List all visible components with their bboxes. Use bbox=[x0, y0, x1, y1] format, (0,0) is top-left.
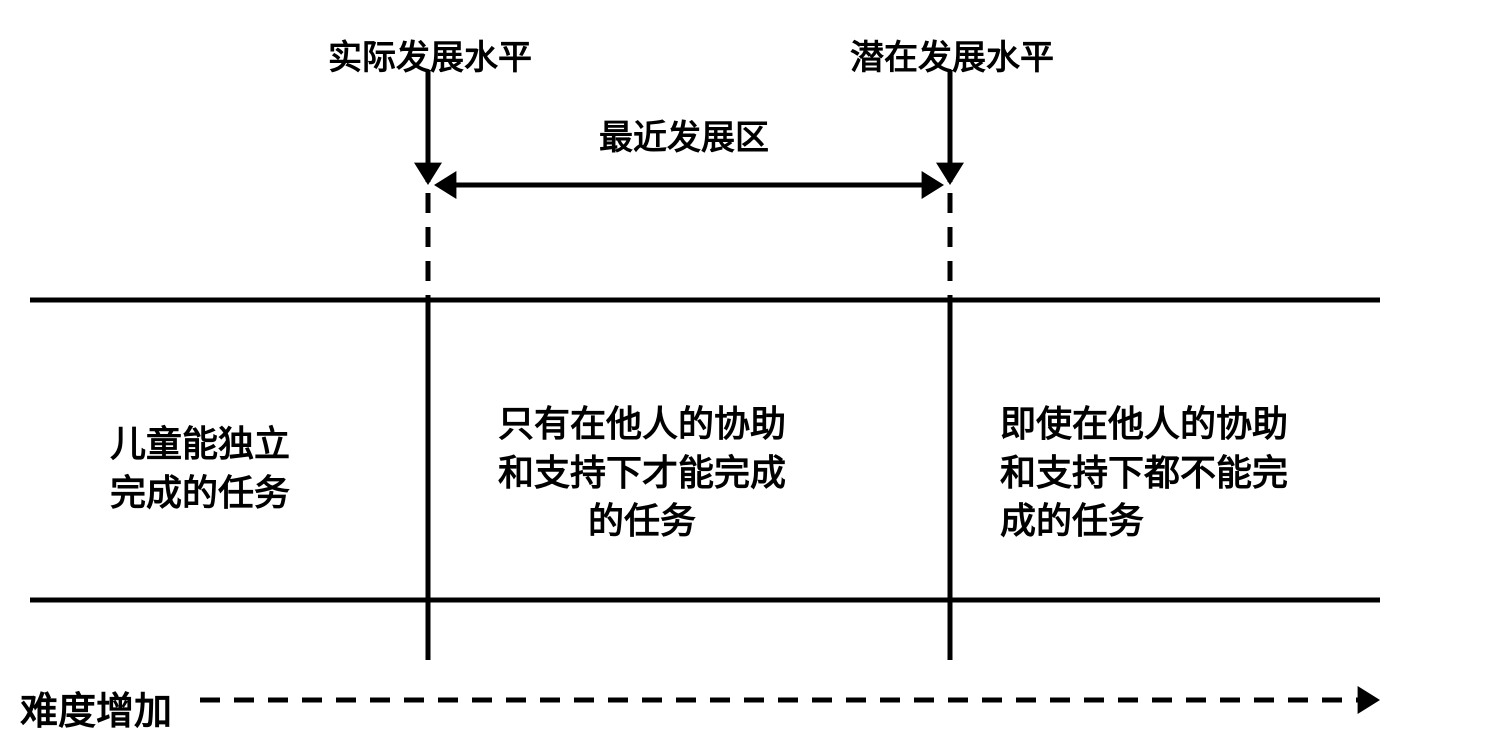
label-zpd: 最近发展区 bbox=[599, 110, 769, 159]
label-potential-level: 潜在发展水平 bbox=[850, 30, 1054, 79]
cell-independent: 儿童能独立完成的任务 bbox=[110, 420, 290, 517]
label-difficulty: 难度增加 bbox=[20, 680, 172, 735]
cell-assisted: 只有在他人的协助和支持下才能完成的任务 bbox=[498, 400, 786, 546]
label-actual-level: 实际发展水平 bbox=[328, 30, 532, 79]
cell-impossible: 即使在他人的协助和支持下都不能完成的任务 bbox=[1000, 400, 1288, 546]
